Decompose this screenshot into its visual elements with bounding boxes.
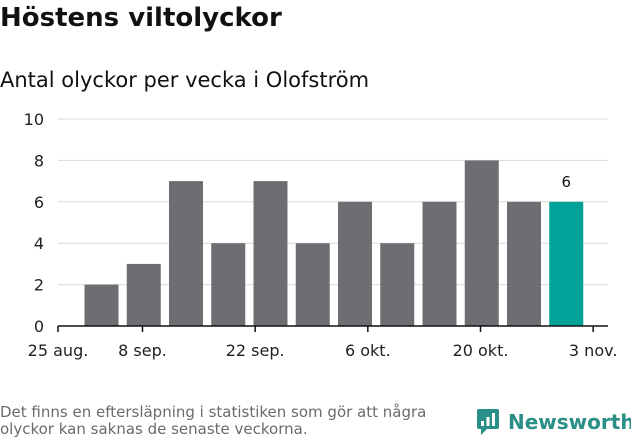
bar [338, 201, 372, 326]
bar [126, 263, 161, 326]
bar-highlight [549, 201, 584, 326]
brand-name: Newsworthy [508, 410, 631, 434]
y-tick-label: 2 [34, 276, 44, 295]
bar [380, 243, 415, 326]
newsworthy-logo-icon [477, 409, 499, 435]
bar [169, 181, 203, 326]
bar-layer: 6 [84, 160, 584, 326]
y-tick-label: 0 [34, 317, 44, 336]
axis-layer: 0 2 4 6 8 10 25 aug. 8 sep. 22 sep. 6 okt. 20 okt.… [24, 110, 618, 360]
x-tick-label: 22 sep. [226, 341, 285, 360]
x-tick-label: 3 nov. [569, 341, 618, 360]
bar [422, 201, 457, 326]
x-tick-label: 6 okt. [345, 341, 391, 360]
y-tick-label: 4 [34, 234, 44, 253]
footnote: Det finns en eftersläpning i statistiken… [0, 404, 460, 438]
bar [295, 243, 330, 326]
brand-logo: Newsworthy [476, 405, 631, 439]
data-label: 6 [561, 173, 571, 191]
footnote-line-1: Det finns en eftersläpning i statistiken… [0, 403, 427, 421]
bar [84, 284, 119, 326]
bar [253, 181, 288, 326]
bar [211, 243, 246, 326]
y-tick-label: 10 [24, 110, 44, 129]
footnote-line-2: olyckor kan saknas de senaste veckorna. [0, 420, 308, 438]
chart-title: Höstens viltolyckor [0, 3, 282, 33]
bar [464, 160, 499, 326]
chart-subtitle: Antal olyckor per vecka i Olofström [0, 68, 370, 92]
x-tick-label: 20 okt. [453, 341, 509, 360]
bar-chart: 6 0 2 4 6 8 10 25 aug. 8 sep. 22 sep. 6 okt. 20 ok… [24, 110, 618, 360]
x-tick-label: 8 sep. [118, 341, 167, 360]
bar [507, 201, 541, 326]
y-tick-label: 8 [34, 151, 44, 170]
x-tick-label: 25 aug. [28, 341, 89, 360]
y-tick-label: 6 [34, 193, 44, 212]
